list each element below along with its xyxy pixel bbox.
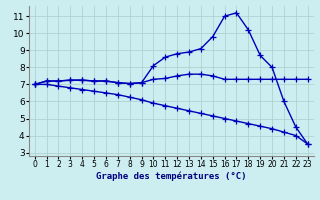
- X-axis label: Graphe des températures (°C): Graphe des températures (°C): [96, 172, 246, 181]
